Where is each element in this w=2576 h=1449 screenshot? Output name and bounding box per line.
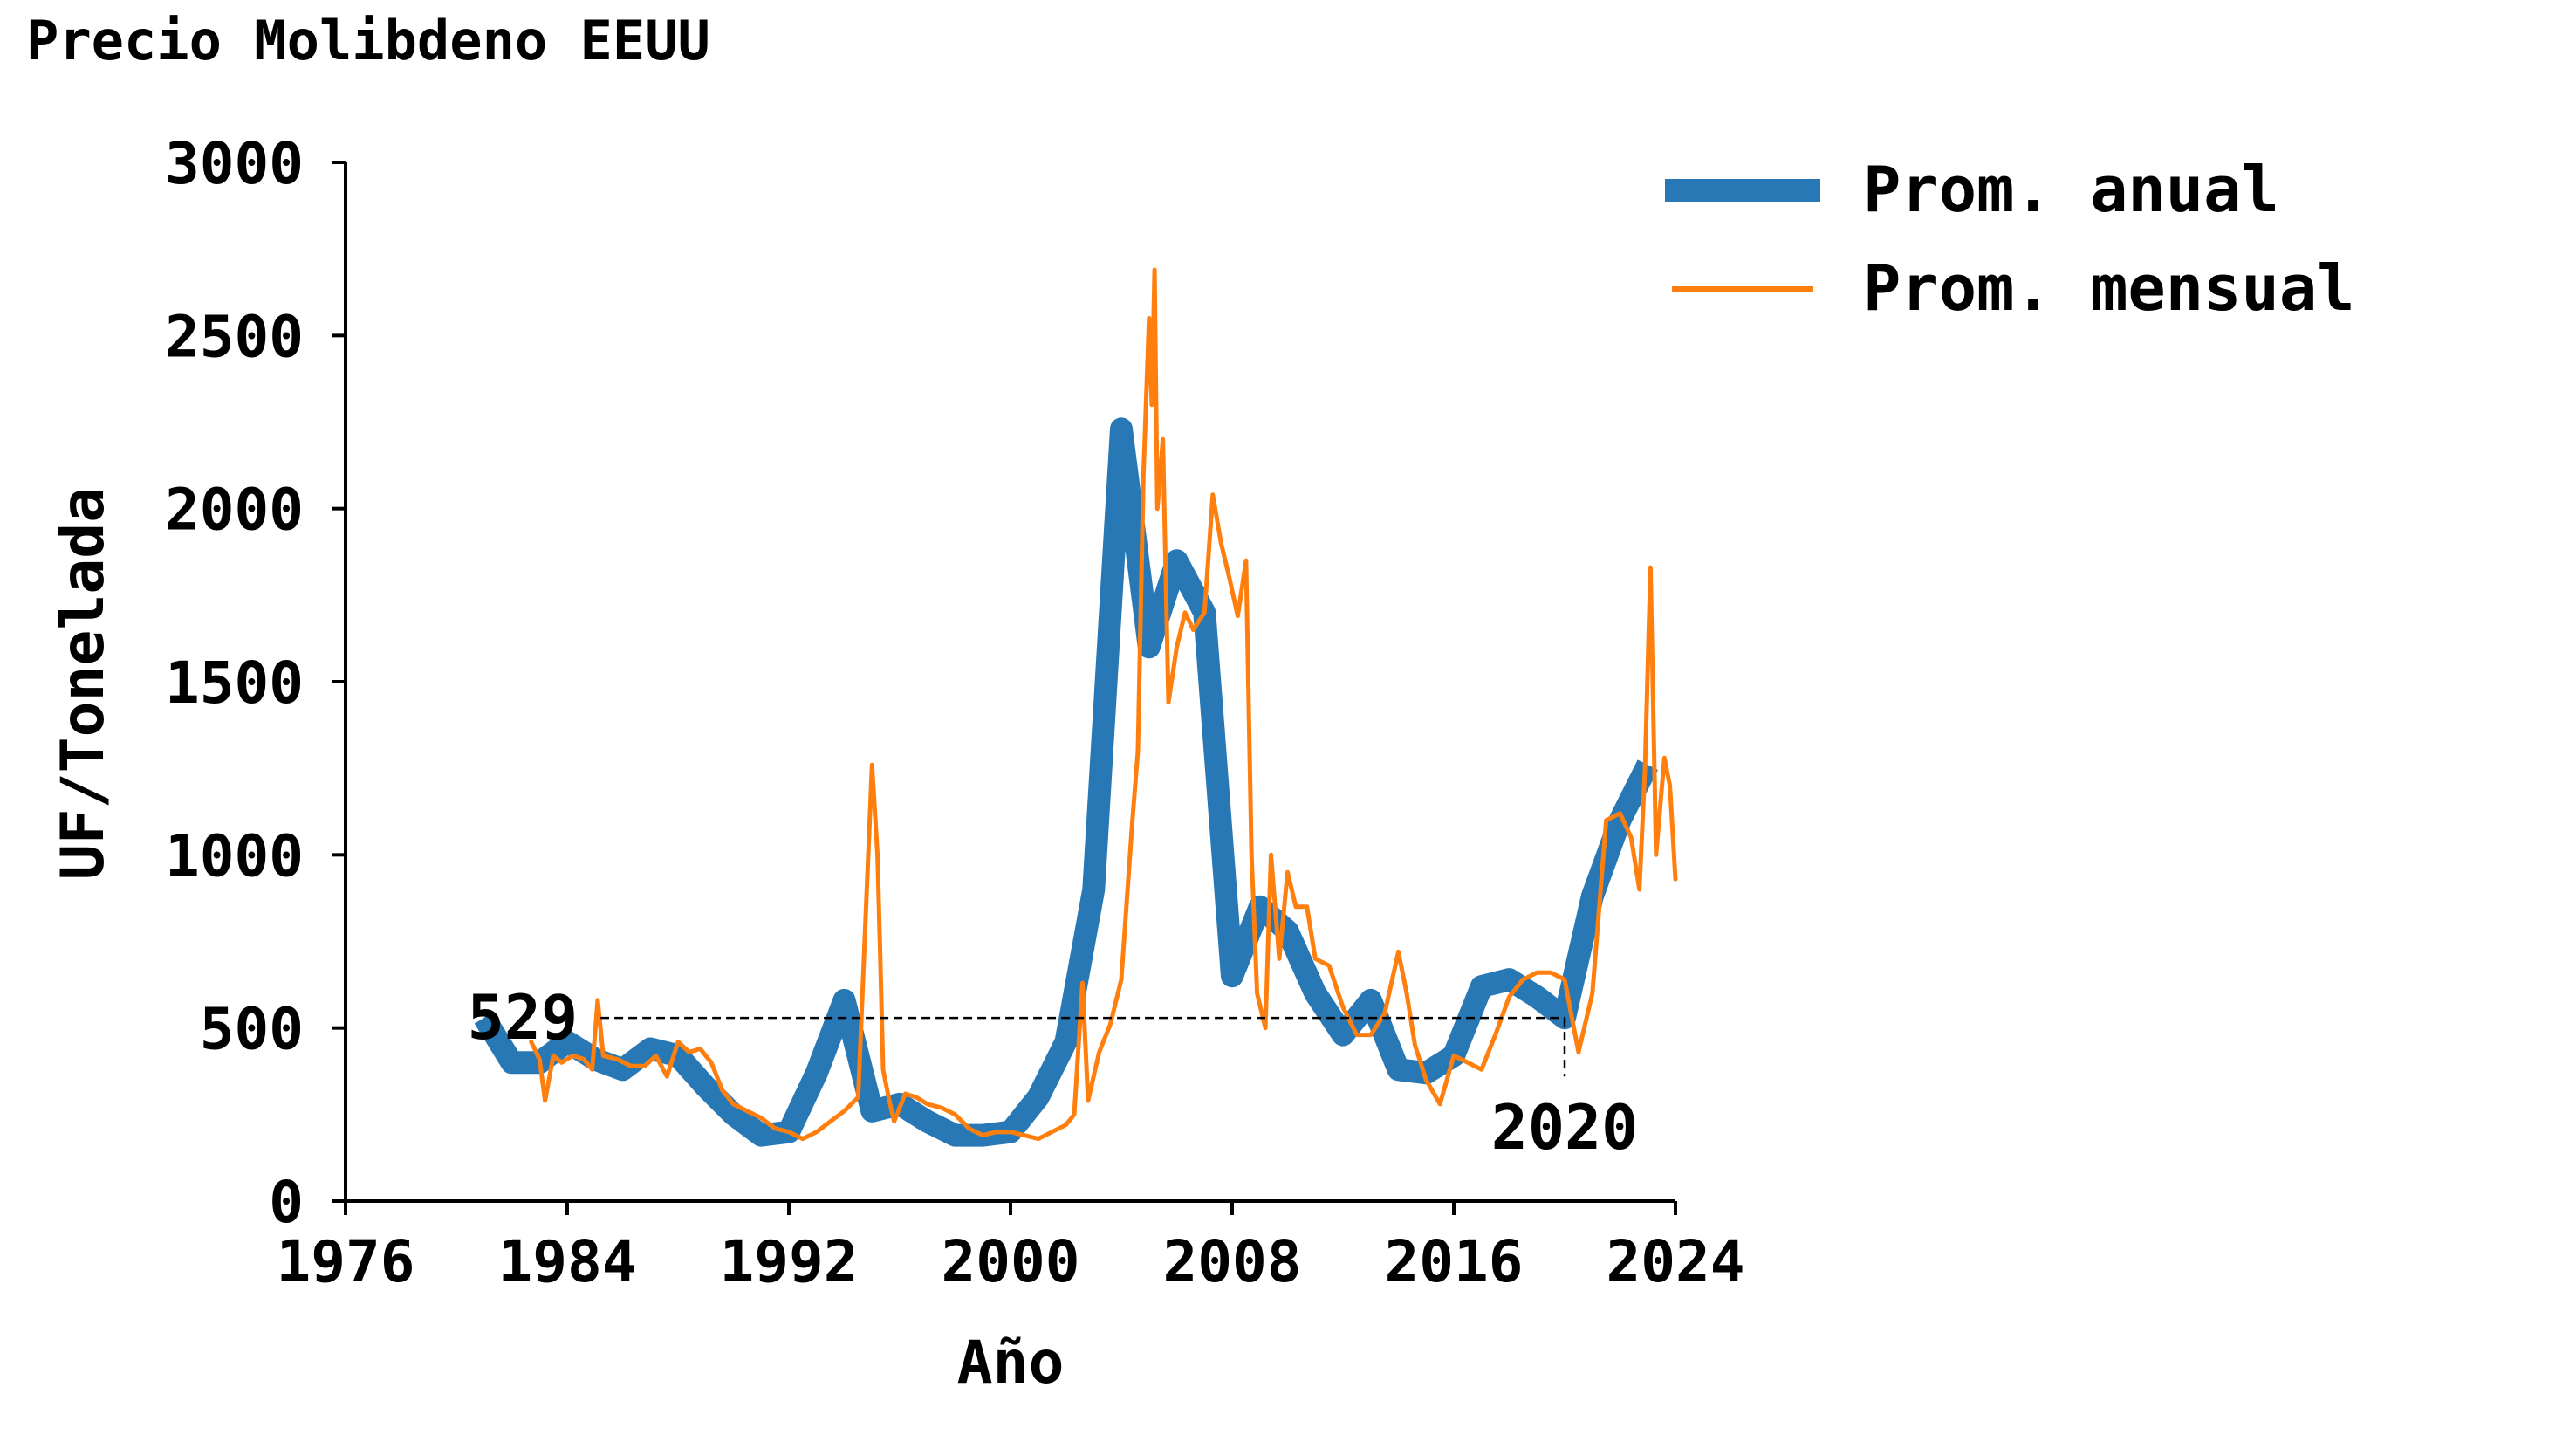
x-tick-label: 1976 [277,1228,415,1295]
y-tick-label: 0 [269,1169,304,1236]
y-tick-label: 1500 [165,649,304,717]
series-annual-line [474,417,1658,1147]
legend-annual-label: Prom. anual [1863,153,2279,226]
y-axis-label: UF/Tonelada [49,487,118,880]
y-axis: 0 500 1000 1500 2000 2500 3000 [165,130,347,1236]
x-axis: 1976 1984 1992 2000 2008 2016 2024 [277,1199,1745,1295]
x-axis-label: Año [957,1329,1065,1397]
y-tick-label: 2500 [165,303,304,370]
x-tick-label: 2008 [1163,1228,1302,1295]
x-tick-label: 2024 [1607,1228,1745,1295]
y-tick-label: 500 [200,996,304,1063]
x-tick-label: 2000 [942,1228,1080,1295]
x-tick-label: 1992 [720,1228,859,1295]
series-monthly-line [529,267,1678,1142]
legend-monthly-label: Prom. mensual [1863,251,2355,325]
y-tick-label: 1000 [165,822,304,889]
x-tick-label: 2016 [1385,1228,1524,1295]
y-tick-label: 2000 [165,477,304,544]
plot-area: 529 2020 [468,267,1678,1164]
chart-title: Precio Molibdeno EEUU [26,9,710,72]
legend: Prom. anual Prom. mensual [1665,153,2355,325]
y-tick-label: 3000 [165,130,304,197]
reference-y-label: 529 [468,982,578,1054]
x-tick-label: 1984 [498,1228,637,1295]
reference-x-label: 2020 [1491,1092,1639,1164]
